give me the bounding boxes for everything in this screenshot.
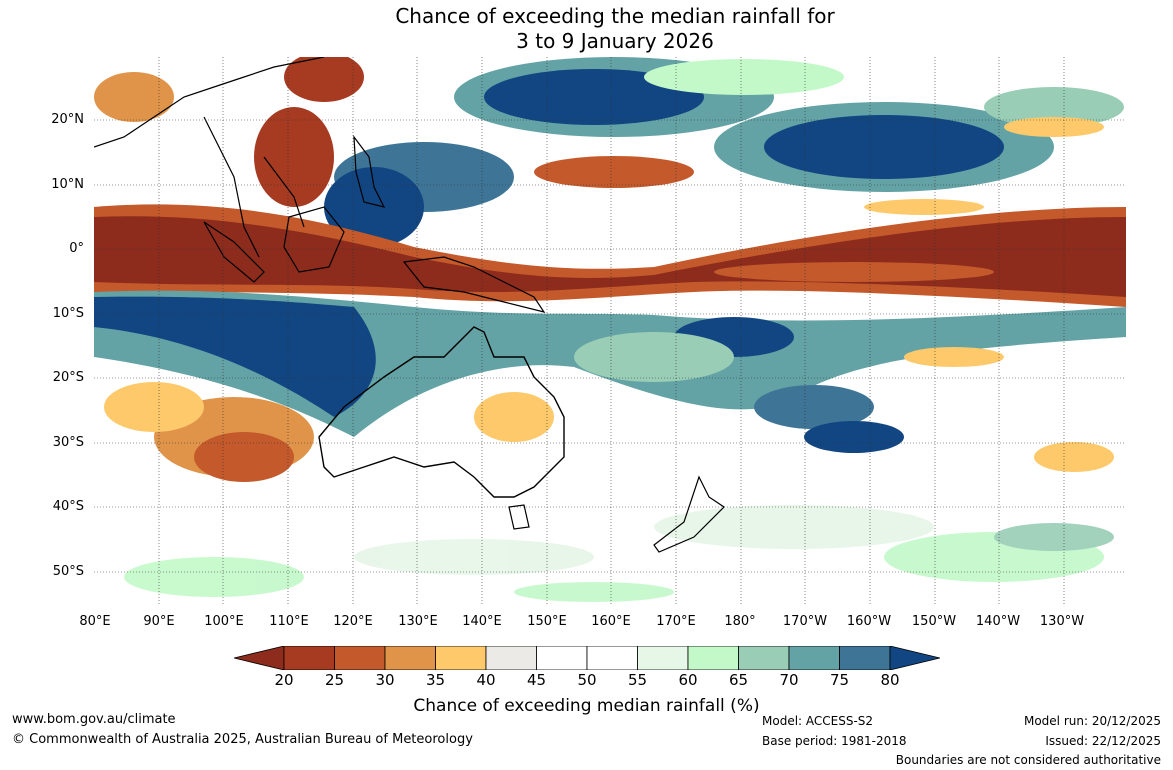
asia-coast-outline [94,57,325,258]
equatorial-dry-band [94,204,1126,307]
lat-label-0: 0° [69,241,84,256]
north-pacific-wet-zone [324,57,1124,247]
base-period-text: Base period: 1981-2018 [762,734,907,748]
colorbar-tick-label: 70 [779,671,799,689]
new-zealand-outline [653,475,725,553]
lat-label-30s: 30°S [52,435,84,450]
map-gridlines [94,57,1126,604]
map-title: Chance of exceeding the median rainfall … [0,4,1173,54]
australia-outline [318,326,565,498]
lon-label-130w: 130°W [1039,614,1085,629]
lat-label-20n: 20°N [51,112,84,127]
new-guinea-outline [402,256,546,313]
model-run-text: Model run: 20/12/2025 [1023,714,1161,728]
lon-label-130e: 130°E [398,614,438,629]
lon-label-140e: 140°E [462,614,502,629]
issued-text: Issued: 22/12/2025 [1045,734,1161,748]
map-title-line1: Chance of exceeding the median rainfall … [395,4,835,28]
website-link[interactable]: www.bom.gov.au/climate [12,712,176,727]
colorbar-cell [839,646,891,670]
colorbar-tick-label: 25 [324,671,345,689]
colorbar-cell [586,646,638,670]
lon-label-150e: 150°E [527,614,567,629]
colorbar-cell [485,646,537,670]
colorbar-tick-label: 60 [678,671,698,689]
sumatra-outline [203,221,265,283]
lon-label-140w: 140°W [975,614,1021,629]
colorbar-cell [435,646,487,670]
colorbar-cell [788,646,840,670]
colorbar-cell [283,646,335,670]
colorbar-tick-label: 50 [577,671,597,689]
colorbar-tick-label: 20 [274,671,294,689]
lat-label-20s: 20°S [52,370,84,385]
lon-label-170e: 170°E [656,614,696,629]
colorbar-under-arrow [234,646,285,670]
map-title-line2: 3 to 9 January 2026 [516,29,714,53]
colorbar-tick-label: 30 [375,671,395,689]
colorbar-tick-label: 75 [829,671,850,689]
colorbar-tick-label: 80 [880,671,900,689]
lat-label-10n: 10°N [51,177,84,192]
tasmania-outline [508,504,530,530]
lon-label-100e: 100°E [204,614,244,629]
lon-label-80e: 80°E [79,614,111,629]
lon-label-150w: 150°W [911,614,957,629]
copyright-text: © Commonwealth of Australia 2025, Austra… [12,732,473,747]
colorbar-tick-label: 55 [627,671,648,689]
philippines-outline [353,135,386,208]
colorbar-tick-label: 35 [425,671,446,689]
colorbar-cell [687,646,739,670]
colorbar-cell [334,646,386,670]
south-dry-patches [104,347,1114,482]
colorbar-tick-label: 40 [476,671,496,689]
colorbar-cell [384,646,436,670]
rainfall-map-canvas [94,57,1126,604]
colorbar-cells [283,646,891,670]
lon-label-90e: 90°E [143,614,175,629]
colorbar-cell [738,646,790,670]
colorbar-cell [637,646,689,670]
colorbar-over-arrow [889,646,940,670]
lon-label-160e: 160°E [591,614,631,629]
lon-label-120e: 120°E [333,614,373,629]
lat-label-50s: 50°S [52,564,84,579]
rainfall-map [94,57,1126,604]
disclaimer-text: Boundaries are not considered authoritat… [895,753,1161,767]
lat-label-10s: 10°S [52,306,84,321]
lon-label-110e: 110°E [269,614,309,629]
colorbar-title: Chance of exceeding median rainfall (%) [413,696,760,716]
lon-label-170w: 170°W [782,614,828,629]
north-dry-patches [94,57,1104,215]
lat-label-40s: 40°S [52,499,84,514]
lon-label-180: 180° [724,614,756,629]
model-text: Model: ACCESS-S2 [762,714,874,728]
borneo-outline [283,206,345,273]
southern-ocean-pattern [124,505,1114,602]
colorbar [234,646,940,670]
lon-label-160w: 160°W [846,614,892,629]
colorbar-tick-label: 65 [728,671,749,689]
colorbar-tick-label: 45 [526,671,547,689]
colorbar-cell [536,646,588,670]
